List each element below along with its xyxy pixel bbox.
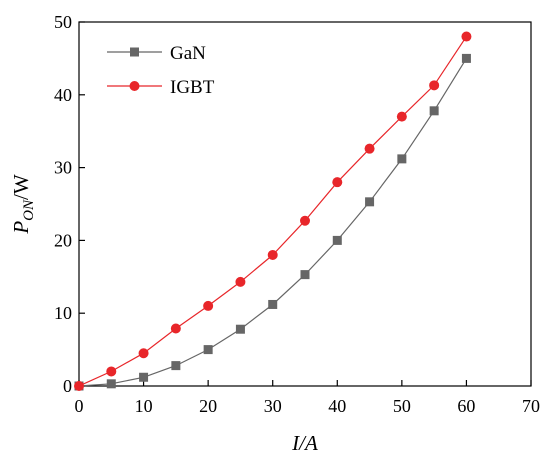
series-line-gan — [78, 58, 467, 387]
y-axis-title-symbol: P — [9, 221, 33, 235]
legend-item-gan: GaN — [107, 43, 206, 64]
y-axis-title-unit: /W — [9, 174, 33, 200]
x-axis-title: I/A — [291, 431, 318, 455]
data-point-igbt — [267, 249, 278, 260]
data-point-igbt — [396, 111, 407, 122]
y-tick-label: 0 — [63, 376, 72, 396]
y-tick-label: 10 — [54, 303, 72, 323]
data-point-igbt — [235, 276, 246, 287]
data-point-gan — [203, 345, 213, 355]
x-tick-label: 20 — [199, 396, 217, 416]
legend: GaN IGBT — [107, 43, 215, 98]
data-point-gan — [235, 324, 245, 334]
data-point-igbt — [106, 366, 117, 377]
x-tick-label: 10 — [135, 396, 153, 416]
series-gan — [74, 53, 471, 391]
data-point-gan — [106, 379, 116, 389]
y-axis-title-subscript: ON — [21, 199, 37, 221]
x-tick-label: 50 — [393, 396, 411, 416]
data-point-gan — [300, 270, 310, 280]
data-point-gan — [365, 197, 375, 207]
x-tick-label: 0 — [75, 396, 84, 416]
data-point-gan — [332, 235, 342, 245]
legend-marker-igbt — [129, 81, 140, 91]
data-point-gan — [397, 154, 407, 164]
data-point-igbt — [170, 323, 181, 334]
x-tick-label: 70 — [522, 396, 540, 416]
data-point-igbt — [332, 177, 343, 188]
data-point-igbt — [429, 80, 440, 91]
data-point-igbt — [461, 31, 472, 42]
data-point-igbt — [74, 381, 84, 391]
y-tick-label: 50 — [54, 12, 72, 32]
data-point-gan — [139, 372, 149, 382]
x-tick-label: 40 — [328, 396, 346, 416]
data-point-igbt — [203, 300, 214, 311]
series-layer — [74, 31, 472, 391]
x-tick-label: 30 — [264, 396, 282, 416]
data-point-igbt — [138, 348, 149, 359]
legend-marker-gan — [130, 47, 139, 57]
data-point-gan — [461, 53, 471, 63]
legend-item-igbt: IGBT — [107, 77, 215, 98]
series-igbt — [74, 31, 472, 391]
x-tick-label: 60 — [457, 396, 475, 416]
axis-ticks: 0 10 20 30 40 50 60 70 0 10 20 30 40 50 — [54, 12, 540, 416]
data-point-gan — [171, 361, 181, 371]
legend-label-gan: GaN — [170, 43, 206, 64]
y-tick-label: 20 — [54, 230, 72, 250]
y-axis-title: PON/W — [9, 174, 37, 235]
data-point-gan — [268, 299, 278, 309]
data-point-igbt — [300, 215, 310, 226]
data-point-igbt — [364, 143, 375, 154]
y-tick-label: 30 — [54, 158, 72, 178]
data-point-gan — [429, 106, 439, 116]
legend-label-igbt: IGBT — [170, 77, 215, 98]
plot-frame — [78, 21, 532, 387]
y-tick-label: 40 — [54, 85, 72, 105]
